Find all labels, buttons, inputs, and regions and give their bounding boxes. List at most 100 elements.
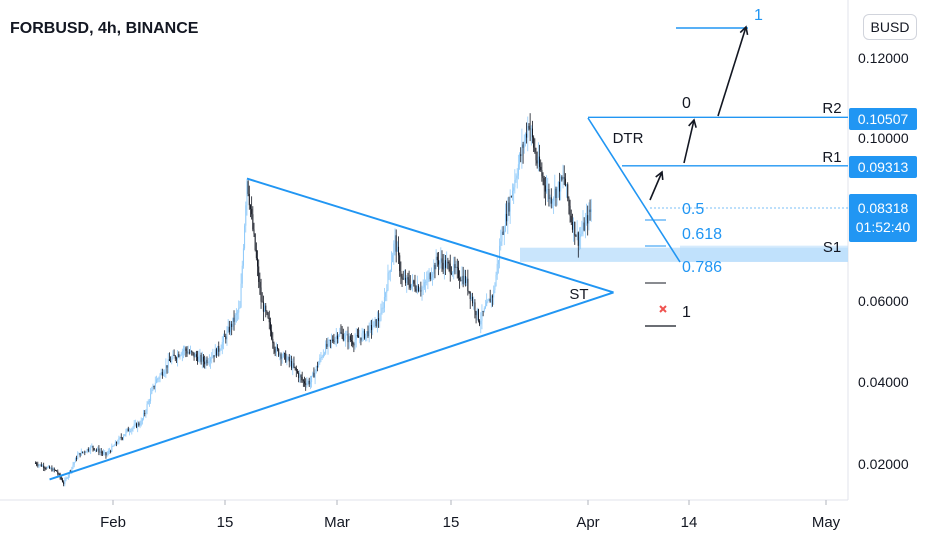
candle-body [251, 208, 253, 215]
candle-body [390, 262, 392, 271]
candle-body [105, 452, 107, 456]
candle-body [211, 357, 213, 359]
candle-body [354, 340, 356, 345]
candle-body [213, 355, 215, 357]
candle-body [338, 335, 340, 340]
candle-body [183, 349, 184, 352]
candle-body [71, 467, 73, 471]
candle-body [49, 466, 51, 469]
candle-body [432, 274, 434, 278]
candle-body [439, 261, 441, 265]
candle-body [50, 468, 52, 469]
candle-body [356, 335, 358, 336]
candle-body [340, 332, 342, 334]
candle-body [173, 354, 175, 356]
candle-body [167, 359, 169, 368]
candle-body [228, 326, 230, 333]
candle-body [175, 358, 177, 360]
candle-body [158, 378, 160, 380]
candle-body [214, 349, 216, 357]
candle-body [519, 154, 521, 165]
candle-body [544, 185, 546, 192]
candle-body [529, 128, 531, 130]
descending-trend-line [587, 117, 681, 263]
candle-body [501, 231, 503, 242]
candle-body [493, 290, 495, 298]
candle-body [198, 356, 200, 362]
candle-body [533, 137, 535, 148]
candle-body [224, 336, 226, 337]
candle-body [563, 177, 565, 179]
candle-body [382, 307, 384, 309]
candle-body [40, 464, 42, 467]
candle-body [155, 379, 157, 383]
candle-body [311, 375, 313, 383]
candle-body [349, 336, 351, 341]
candle-body [341, 333, 343, 334]
candle-body [490, 296, 492, 303]
candle-body [398, 246, 400, 256]
candle-body [190, 350, 192, 353]
candle-body [249, 205, 251, 209]
candle-body [159, 374, 161, 379]
candle-body [61, 479, 63, 483]
candle-body [302, 380, 304, 382]
candle-body [195, 354, 197, 357]
candle-body [582, 222, 584, 232]
candle-body [547, 189, 549, 190]
candle-body [473, 302, 475, 304]
candle-body [293, 363, 295, 367]
candle-body [118, 438, 120, 443]
candle-body [445, 260, 447, 268]
candle-body [371, 325, 372, 331]
candle-body [479, 320, 481, 325]
candle-body [492, 296, 494, 298]
candle-body [268, 317, 270, 323]
candle-body [526, 133, 528, 138]
candle-body [215, 349, 217, 356]
candle-body [362, 330, 364, 334]
candle-body [543, 178, 545, 186]
candle-body [254, 233, 256, 250]
candle-body [415, 288, 417, 292]
candle-body [422, 287, 424, 289]
candle-body [542, 176, 544, 179]
candle-body [56, 470, 58, 472]
currency-badge[interactable]: BUSD [863, 14, 917, 40]
candle-body [566, 184, 568, 187]
candle-body [550, 197, 552, 204]
candle-body [300, 375, 302, 378]
candle-body [368, 325, 370, 337]
candle-body [136, 423, 137, 428]
candle-body [449, 263, 451, 274]
candle-body [534, 147, 536, 152]
candle-body [454, 264, 456, 269]
candle-body [359, 337, 361, 339]
candle-body [581, 231, 583, 235]
candle-body [410, 284, 412, 288]
candle-body [92, 445, 94, 449]
candle-body [306, 382, 308, 385]
candle-body [52, 468, 54, 471]
fib-label-0-786: 0.786 [682, 259, 723, 276]
candle-body [561, 176, 563, 180]
candle-body [141, 418, 143, 421]
candle-body [530, 128, 532, 130]
candle-body [499, 245, 501, 261]
candle-body [440, 258, 442, 262]
triangle-upper-line [246, 177, 614, 294]
candle-body [514, 179, 516, 188]
candle-body [373, 321, 375, 328]
candle-body [494, 285, 496, 291]
candle-body [484, 306, 486, 309]
candle-body [553, 198, 555, 201]
candle-body [539, 156, 541, 167]
candle-body [324, 353, 325, 355]
candle-body [305, 383, 307, 385]
candle-body [242, 248, 244, 266]
candle-body [119, 437, 121, 439]
candle-body [476, 309, 478, 316]
candle-body [191, 350, 193, 353]
candle-body [143, 413, 145, 419]
